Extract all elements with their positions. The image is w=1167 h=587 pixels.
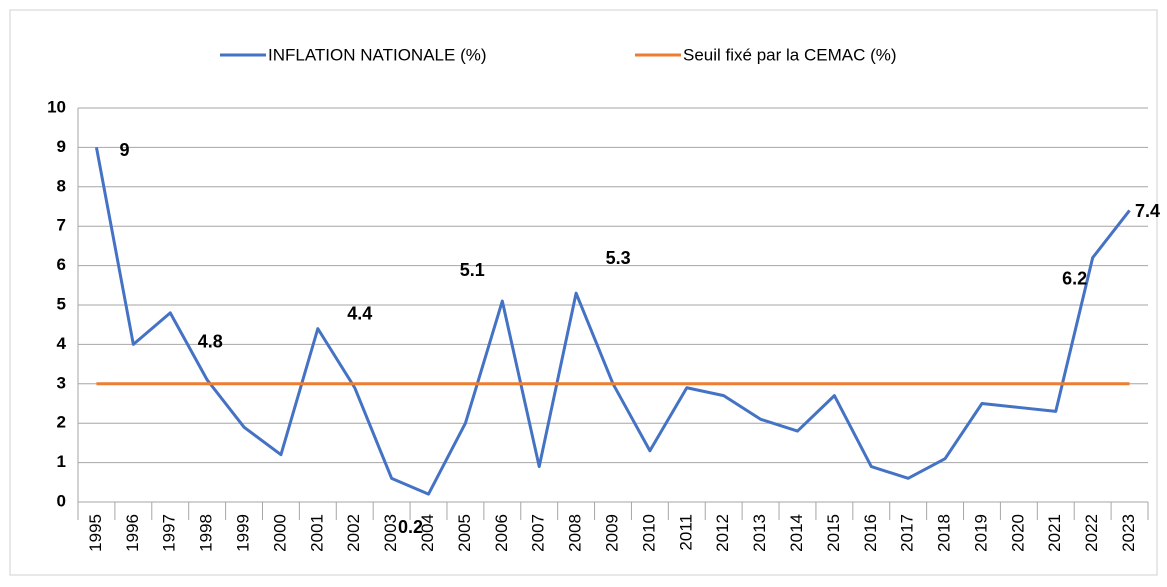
x-tick-label: 2018 <box>935 514 954 552</box>
data-label: 5.1 <box>460 260 485 280</box>
x-tick-label: 1995 <box>86 514 105 552</box>
data-label: 0.2 <box>398 517 423 537</box>
x-tick-label: 2009 <box>602 514 621 552</box>
y-tick-label: 3 <box>57 373 66 392</box>
x-tick-label: 2017 <box>898 514 917 552</box>
x-tick-label: 2004 <box>418 514 437 552</box>
y-tick-label: 0 <box>57 491 66 510</box>
y-tick-label: 4 <box>57 334 67 353</box>
x-tick-label: 2005 <box>455 514 474 552</box>
x-tick-label: 2002 <box>344 514 363 552</box>
y-tick-label: 2 <box>57 413 66 432</box>
data-label: 5.3 <box>606 248 631 268</box>
x-tick-label: 2015 <box>824 514 843 552</box>
y-tick-label: 8 <box>57 176 66 195</box>
x-tick-label: 1998 <box>197 514 216 552</box>
data-label: 6.2 <box>1062 268 1087 288</box>
y-tick-label: 9 <box>57 137 66 156</box>
x-tick-label: 2023 <box>1119 514 1138 552</box>
x-tick-label: 2003 <box>381 514 400 552</box>
x-tick-label: 1997 <box>160 514 179 552</box>
x-tick-label: 2012 <box>713 514 732 552</box>
x-tick-label: 2016 <box>861 514 880 552</box>
y-tick-label: 5 <box>57 294 66 313</box>
x-tick-label: 2019 <box>971 514 990 552</box>
x-tick-label: 2008 <box>566 514 585 552</box>
y-tick-label: 10 <box>47 97 66 116</box>
x-tick-label: 2013 <box>750 514 769 552</box>
y-tick-label: 1 <box>57 452 66 471</box>
x-tick-label: 2014 <box>787 514 806 552</box>
chart-border <box>9 9 1158 576</box>
x-tick-label: 2021 <box>1045 514 1064 552</box>
data-label: 7.4 <box>1135 201 1160 221</box>
legend-label: INFLATION NATIONALE (%) <box>268 45 487 64</box>
x-tick-label: 1999 <box>234 514 253 552</box>
x-tick-label: 1996 <box>123 514 142 552</box>
x-tick-label: 2007 <box>529 514 548 552</box>
x-tick-label: 2000 <box>270 514 289 552</box>
x-tick-label: 2022 <box>1082 514 1101 552</box>
y-tick-label: 7 <box>57 216 66 235</box>
data-label: 9 <box>119 140 129 160</box>
legend-label: Seuil fixé par la CEMAC (%) <box>683 45 897 64</box>
x-tick-label: 2011 <box>676 514 695 551</box>
data-label: 4.8 <box>198 332 223 352</box>
data-label: 4.4 <box>347 303 372 323</box>
y-tick-label: 6 <box>57 255 66 274</box>
x-tick-label: 2006 <box>492 514 511 552</box>
x-tick-label: 2010 <box>639 514 658 552</box>
x-tick-label: 2020 <box>1008 514 1027 552</box>
x-tick-label: 2001 <box>307 514 326 552</box>
